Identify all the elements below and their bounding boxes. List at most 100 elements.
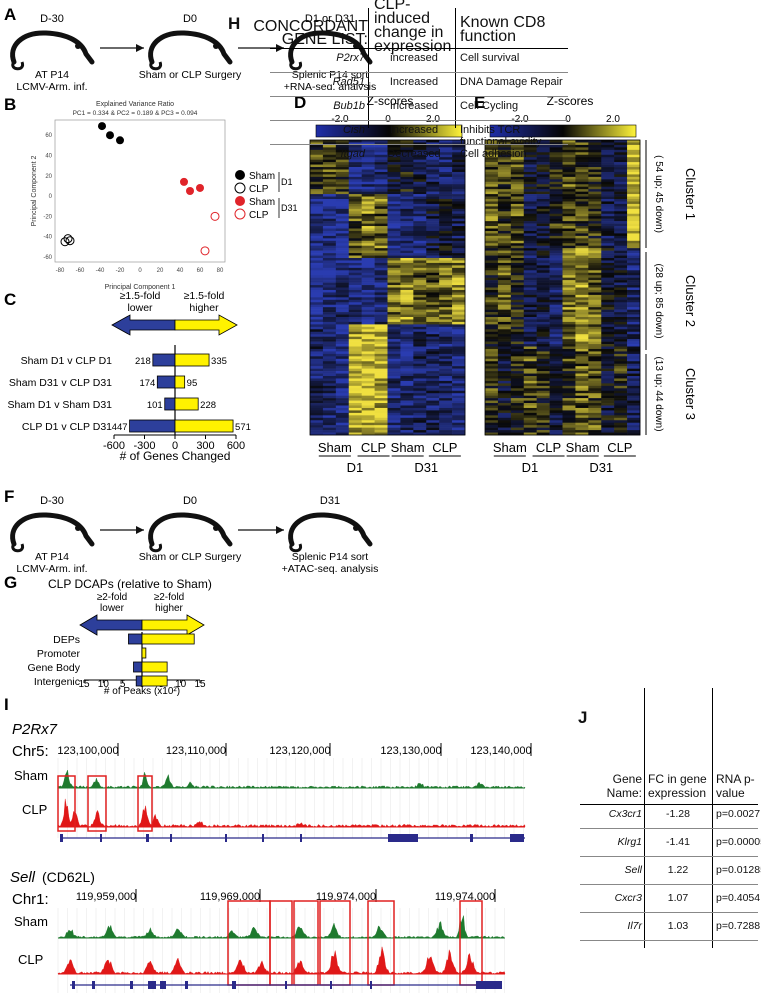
d-heatmap-cell [374, 238, 388, 242]
d-heatmap-cell [426, 292, 440, 296]
d-heatmap-cell [361, 230, 375, 234]
i-track1-sham-label: Sham [14, 768, 48, 783]
d-scale-title: Z-scores [367, 94, 414, 108]
d-heatmap-cell [374, 221, 388, 224]
e-heatmap-cell [523, 422, 537, 426]
d-heatmap-cell [322, 230, 337, 234]
e-heatmap-cell [523, 371, 537, 374]
d-heatmap-cell [439, 191, 453, 195]
e-heatmap-cell [614, 385, 628, 389]
d-heatmap-cell [310, 199, 324, 202]
e-heatmap-cell [575, 363, 589, 367]
e-heatmap-cell [575, 378, 589, 382]
e-heatmap-cell [510, 326, 525, 330]
e-heatmap-cell [575, 415, 589, 419]
e-heatmap-cell [523, 233, 537, 237]
cluster3-detail: (13 up; 44 down) [653, 356, 664, 431]
d-heatmap-cell [400, 368, 414, 372]
d-heatmap-cell [335, 206, 350, 210]
d-heatmap-cell [400, 208, 414, 212]
f-step3-day: D31 [320, 495, 340, 507]
d-heatmap-cell [374, 258, 388, 261]
d-heatmap-cell [400, 309, 414, 313]
e-group-label: Sham [566, 440, 600, 455]
d-heatmap-cell [374, 169, 388, 173]
d-heatmap-cell [413, 417, 427, 421]
e-heatmap-cell [485, 238, 499, 242]
d-heatmap-cell [452, 297, 466, 301]
e-heatmap-cell [575, 255, 589, 259]
e-heatmap-cell [575, 324, 589, 328]
d-heatmap-cell [439, 181, 453, 185]
d-heatmap-cell [439, 245, 453, 249]
e-heatmap-cell [536, 302, 550, 306]
d-heatmap-cell [348, 356, 362, 360]
e-heatmap-cell [562, 378, 576, 382]
d-heatmap-cell [361, 255, 375, 259]
e-heatmap-cell [588, 243, 602, 247]
d-heatmap-cell [426, 208, 440, 212]
e-heatmap-cell [614, 144, 628, 148]
d-heatmap-cell [335, 356, 350, 360]
e-heatmap-cell [523, 226, 537, 229]
e-heatmap-cell [485, 226, 499, 229]
d-heatmap-cell [374, 348, 388, 352]
d-heatmap-cell [426, 147, 440, 151]
d-heatmap-cell [310, 196, 324, 200]
d-heatmap-cell [374, 272, 388, 276]
d-heatmap-cell [413, 253, 427, 256]
d-heatmap-cell [322, 380, 337, 384]
d-heatmap-cell [439, 307, 453, 310]
e-heatmap-cell [601, 189, 615, 192]
d-heatmap-cell [322, 321, 337, 325]
d-heatmap-cell [322, 194, 337, 197]
d-heatmap-cell [387, 334, 401, 337]
d-heatmap-cell [348, 358, 362, 362]
d-heatmap-cell [400, 292, 414, 296]
e-heatmap-cell [627, 149, 641, 153]
e-heatmap-cell [549, 339, 563, 342]
e-heatmap-cell [485, 344, 499, 347]
d-heatmap-cell [310, 358, 324, 362]
d-heatmap-cell [387, 216, 401, 219]
d-heatmap-cell [452, 430, 466, 433]
d-heatmap-cell [361, 265, 375, 269]
i-track2-gene: Sell [10, 869, 36, 886]
d-heatmap-cell [426, 427, 440, 431]
d-heatmap-cell [335, 395, 350, 399]
d-heatmap-cell [310, 368, 324, 372]
d-heatmap-cell [322, 179, 337, 183]
d-heatmap-cell [426, 378, 440, 382]
e-heatmap-cell [523, 331, 537, 335]
d-heatmap-cell [348, 149, 362, 153]
e-heatmap-cell [614, 422, 628, 426]
d-heatmap-cell [335, 228, 350, 232]
d-heatmap-cell [322, 376, 337, 379]
e-heatmap-cell [536, 326, 550, 330]
d-heatmap-cell [374, 407, 388, 411]
d-heatmap-cell [374, 427, 388, 431]
e-heatmap-cell [523, 196, 537, 200]
d-heatmap-cell [439, 253, 453, 256]
d-heatmap-cell [348, 425, 362, 428]
e-heatmap-cell [601, 395, 615, 399]
e-heatmap-cell [549, 348, 563, 352]
e-heatmap-cell [523, 309, 537, 313]
d-heatmap-cell [387, 302, 401, 306]
e-heatmap-cell [485, 285, 499, 288]
d-heatmap-cell [400, 164, 414, 168]
e-heatmap-cell [562, 336, 576, 340]
e-heatmap-cell [536, 312, 550, 315]
d-heatmap-cell [322, 240, 337, 244]
e-heatmap-cell [485, 245, 499, 249]
d-heatmap-cell [322, 410, 337, 414]
e-heatmap-cell [497, 191, 512, 195]
e-heatmap-cell [627, 373, 641, 377]
e-heatmap-cell [627, 140, 641, 143]
d-heatmap-cell [413, 321, 427, 325]
d-heatmap-cell [374, 373, 388, 377]
e-heatmap-cell [485, 361, 499, 365]
e-heatmap-cell [562, 287, 576, 291]
e-heatmap-cell [614, 154, 628, 158]
d-heatmap-cell [452, 356, 466, 360]
